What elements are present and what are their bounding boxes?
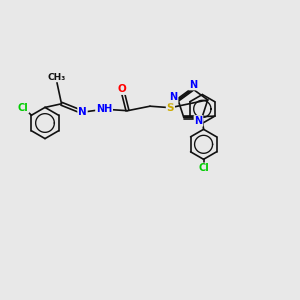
Text: NH: NH (96, 104, 112, 114)
Text: N: N (194, 116, 202, 126)
Text: Cl: Cl (18, 103, 28, 113)
Text: O: O (118, 84, 127, 94)
Text: N: N (169, 92, 178, 103)
Text: CH₃: CH₃ (48, 73, 66, 82)
Text: Cl: Cl (198, 163, 209, 173)
Text: N: N (78, 107, 87, 117)
Text: N: N (189, 80, 197, 90)
Text: S: S (167, 103, 174, 113)
